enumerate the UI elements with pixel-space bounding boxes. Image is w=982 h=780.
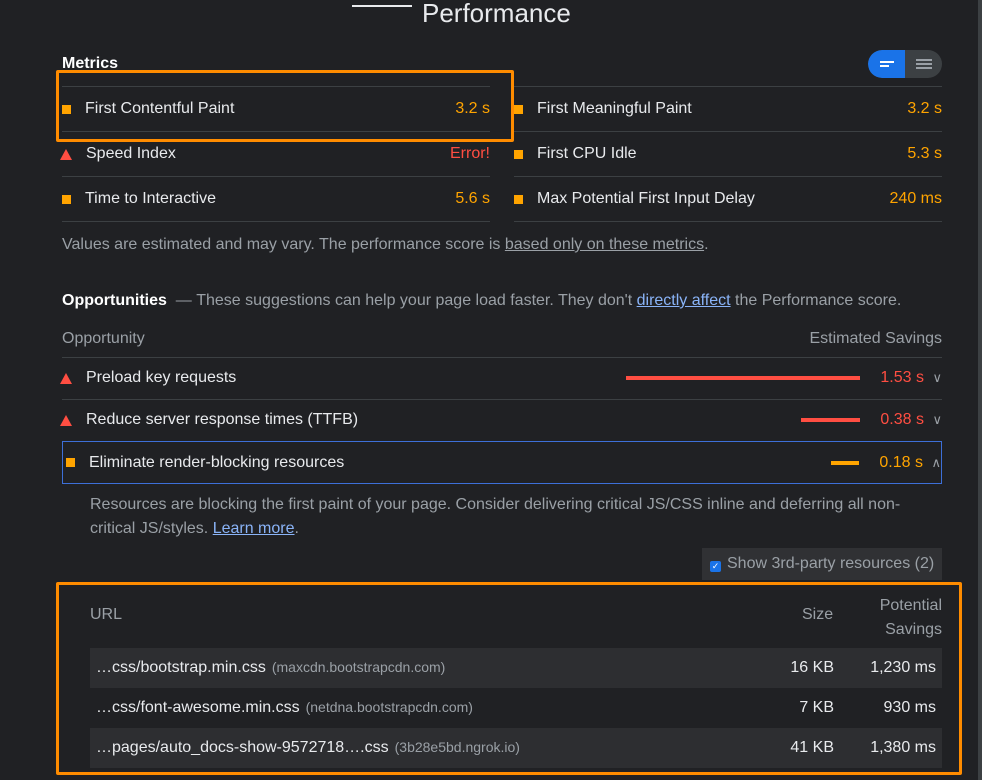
- opportunities-desc-end: the Performance score.: [730, 292, 902, 309]
- table-row: …pages/auto_docs-show-9572718….css (3b28e…: [90, 728, 942, 768]
- fail-icon: [60, 148, 72, 160]
- opportunities-header: Opportunities — These suggestions can he…: [62, 292, 901, 310]
- opportunities-title: Opportunities: [62, 292, 167, 309]
- resource-savings: 1,230 ms: [870, 659, 936, 676]
- compact-view-icon[interactable]: [868, 50, 905, 78]
- resource-size: 41 KB: [790, 739, 834, 756]
- average-icon: [62, 194, 71, 204]
- fail-icon: [60, 414, 72, 426]
- metric-label: First CPU Idle: [537, 145, 637, 162]
- learn-more-link[interactable]: Learn more: [212, 520, 295, 537]
- third-party-filter[interactable]: ✓ Show 3rd-party resources (2): [702, 548, 942, 580]
- savings-bar: [801, 418, 860, 422]
- metrics-title: Metrics: [62, 55, 119, 72]
- resource-size: 7 KB: [799, 699, 834, 716]
- opportunity-label: Preload key requests: [86, 369, 237, 386]
- metric-value: 240 ms: [889, 190, 942, 207]
- col-potential-savings: Potential Savings: [880, 594, 942, 642]
- highlight-fcp: [56, 70, 514, 142]
- opportunities-desc: These suggestions can help your page loa…: [196, 292, 637, 309]
- metrics-note: Values are estimated and may vary. The p…: [62, 236, 709, 254]
- average-icon: [66, 458, 75, 467]
- highlight-resources-table: [56, 582, 962, 775]
- average-icon: [514, 149, 523, 159]
- em-dash: —: [171, 292, 197, 309]
- opportunities-column-header: Opportunity Estimated Savings: [62, 330, 942, 348]
- metric-first-meaningful-paint: First Meaningful Paint 3.2 s: [514, 87, 942, 131]
- metric-first-cpu-idle: First CPU Idle 5.3 s: [514, 132, 942, 176]
- resource-url: …css/font-awesome.min.css (netdna.bootstr…: [90, 699, 754, 717]
- chevron-down-icon[interactable]: ∨: [932, 412, 942, 427]
- savings-bar: [626, 376, 860, 380]
- chevron-up-icon[interactable]: ∧: [931, 454, 941, 470]
- fail-icon: [60, 372, 72, 384]
- metrics-left-column: First Contentful Paint 3.2 s Speed Index…: [60, 86, 490, 222]
- url-text: …pages/auto_docs-show-9572718….css: [96, 739, 389, 756]
- url-text: …css/font-awesome.min.css: [96, 699, 300, 716]
- table-row: …css/font-awesome.min.css (netdna.bootstr…: [90, 688, 942, 728]
- description-period: .: [294, 520, 299, 537]
- savings-value: 1.53 s: [880, 369, 924, 386]
- metric-label: Speed Index: [86, 145, 176, 162]
- resource-size: 16 KB: [790, 659, 834, 676]
- divider: [62, 357, 942, 358]
- resource-savings: 1,380 ms: [870, 739, 936, 756]
- metric-first-contentful-paint: First Contentful Paint 3.2 s: [62, 87, 490, 131]
- metric-value: Error!: [450, 145, 490, 162]
- col-opportunity: Opportunity: [62, 330, 145, 347]
- average-icon: [62, 104, 71, 114]
- score-calculation-link[interactable]: based only on these metrics: [504, 236, 705, 253]
- expanded-view-icon[interactable]: [905, 50, 942, 78]
- note-period: .: [704, 236, 709, 253]
- metric-time-to-interactive: Time to Interactive 5.6 s: [62, 177, 490, 221]
- directly-affect-link[interactable]: directly affect: [636, 292, 731, 309]
- resource-url: …pages/auto_docs-show-9572718….css (3b28e…: [90, 739, 754, 757]
- metric-value: 5.3 s: [907, 145, 942, 162]
- average-icon: [514, 104, 523, 114]
- metric-value: 5.6 s: [455, 190, 490, 207]
- description-text: Resources are blocking the first paint o…: [90, 496, 901, 537]
- col-savings-line1: Potential: [879, 597, 942, 614]
- metric-label: First Meaningful Paint: [537, 100, 692, 117]
- chevron-down-icon[interactable]: ∨: [932, 370, 942, 385]
- savings-value: 0.38 s: [880, 411, 924, 428]
- col-estimated-savings: Estimated Savings: [809, 330, 942, 347]
- resource-savings: 930 ms: [883, 699, 936, 716]
- url-text: …css/bootstrap.min.css: [96, 659, 266, 676]
- table-row: …css/bootstrap.min.css (maxcdn.bootstrapc…: [90, 648, 942, 688]
- metrics-right-column: First Meaningful Paint 3.2 s First CPU I…: [514, 86, 942, 222]
- opportunity-preload-key-requests[interactable]: Preload key requests 1.53 s ∨: [60, 357, 942, 399]
- metric-label: First Contentful Paint: [85, 100, 235, 117]
- metric-label: Time to Interactive: [85, 190, 217, 207]
- tab-indicator: [352, 5, 412, 7]
- col-size: Size: [802, 606, 834, 623]
- opportunity-eliminate-render-blocking[interactable]: Eliminate render-blocking resources 0.18…: [62, 441, 942, 484]
- metric-label: Max Potential First Input Delay: [537, 190, 755, 207]
- metric-value: 3.2 s: [907, 100, 942, 117]
- scrollbar[interactable]: [978, 0, 982, 780]
- opportunity-label: Reduce server response times (TTFB): [86, 411, 359, 428]
- third-party-label: Show 3rd-party resources (2): [727, 555, 935, 572]
- col-url: URL: [90, 606, 123, 623]
- url-host: (netdna.bootstrapcdn.com): [305, 699, 473, 715]
- resource-url: …css/bootstrap.min.css (maxcdn.bootstrapc…: [90, 659, 754, 677]
- divider: [62, 399, 942, 400]
- resources-table-header: URL Size Potential Savings: [90, 592, 942, 644]
- metric-max-potential-fid: Max Potential First Input Delay 240 ms: [514, 177, 942, 221]
- metrics-view-toggle[interactable]: [868, 50, 942, 78]
- opportunity-description: Resources are blocking the first paint o…: [90, 493, 930, 541]
- checkbox-checked-icon[interactable]: ✓: [710, 560, 721, 572]
- metric-speed-index: Speed Index Error!: [60, 132, 490, 176]
- opportunity-label: Eliminate render-blocking resources: [89, 453, 345, 471]
- average-icon: [514, 194, 523, 204]
- metric-value: 3.2 s: [455, 100, 490, 117]
- col-savings-line2: Savings: [885, 621, 942, 638]
- url-host: (3b28e5bd.ngrok.io): [394, 739, 520, 755]
- savings-bar: [831, 460, 859, 465]
- url-host: (maxcdn.bootstrapcdn.com): [271, 659, 446, 675]
- opportunity-reduce-server-response[interactable]: Reduce server response times (TTFB) 0.38…: [60, 399, 942, 441]
- note-text: Values are estimated and may vary. The p…: [62, 236, 505, 253]
- page-title: Performance: [422, 0, 571, 28]
- savings-value: 0.18 s: [879, 453, 923, 471]
